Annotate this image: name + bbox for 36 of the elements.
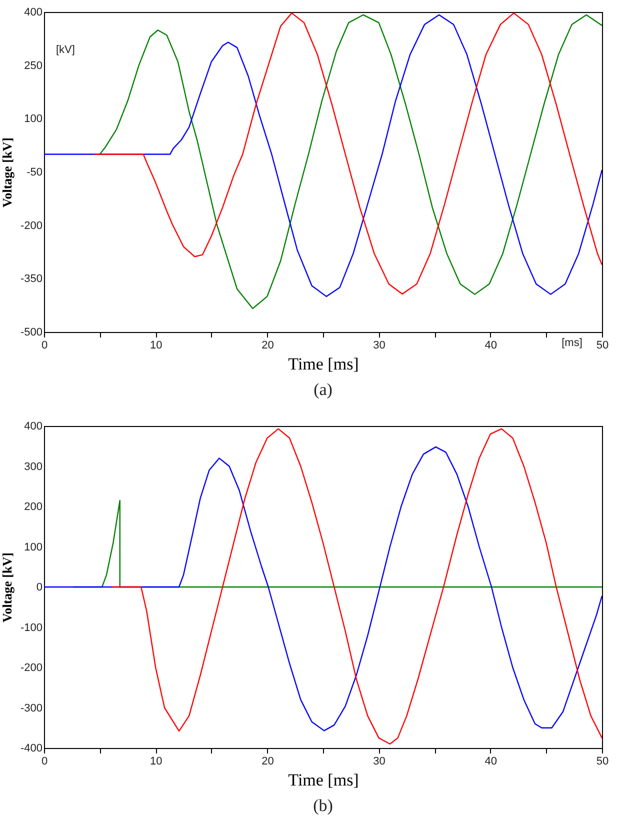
y-tick-label: -350 [20, 273, 42, 286]
x-tick-label: 30 [373, 340, 386, 352]
x-axis-title: Time [ms] [288, 354, 359, 374]
y-tick-label: 400 [24, 420, 42, 432]
x-tick-label: 50 [596, 756, 609, 768]
x-tick-label: 20 [262, 340, 274, 352]
x-tick-label: 10 [150, 340, 162, 352]
y-tick-label: 100 [24, 541, 42, 554]
y-tick-label: 200 [24, 501, 42, 513]
y-tick-label: 300 [24, 460, 42, 473]
y-tick-label: -50 [26, 166, 42, 178]
y-tick-label: 100 [24, 113, 42, 126]
line-series [44, 446, 602, 732]
x-axis-title: Time [ms] [288, 770, 359, 790]
text: [ms] [562, 337, 582, 349]
y-tick-label: 0 [36, 582, 42, 594]
y-tick-label: -500 [20, 326, 42, 338]
x-tick-label: 40 [484, 340, 498, 352]
y-tick-label: -300 [20, 702, 42, 714]
x-tick-label: 30 [373, 756, 386, 768]
x-tick-label: 50 [596, 340, 609, 352]
y-tick-label: -200 [20, 662, 42, 674]
y-axis-title: Voltage [kV] [0, 552, 14, 622]
line-series [111, 428, 602, 745]
y-tick-label: 250 [24, 60, 42, 72]
x-tick-label: 20 [262, 756, 274, 768]
y-axis-title: Voltage [kV] [0, 138, 14, 208]
y-tick-label: -200 [20, 220, 42, 232]
y-tick-label: -400 [20, 742, 42, 754]
text: (a) [314, 380, 332, 399]
text: (b) [313, 796, 333, 815]
y-tick-label: 400 [24, 6, 42, 18]
y-tick-label: -100 [20, 622, 42, 634]
x-tick-label: 40 [484, 756, 498, 768]
annotation: [kV] [56, 44, 75, 56]
x-tick-label: 10 [150, 756, 162, 768]
